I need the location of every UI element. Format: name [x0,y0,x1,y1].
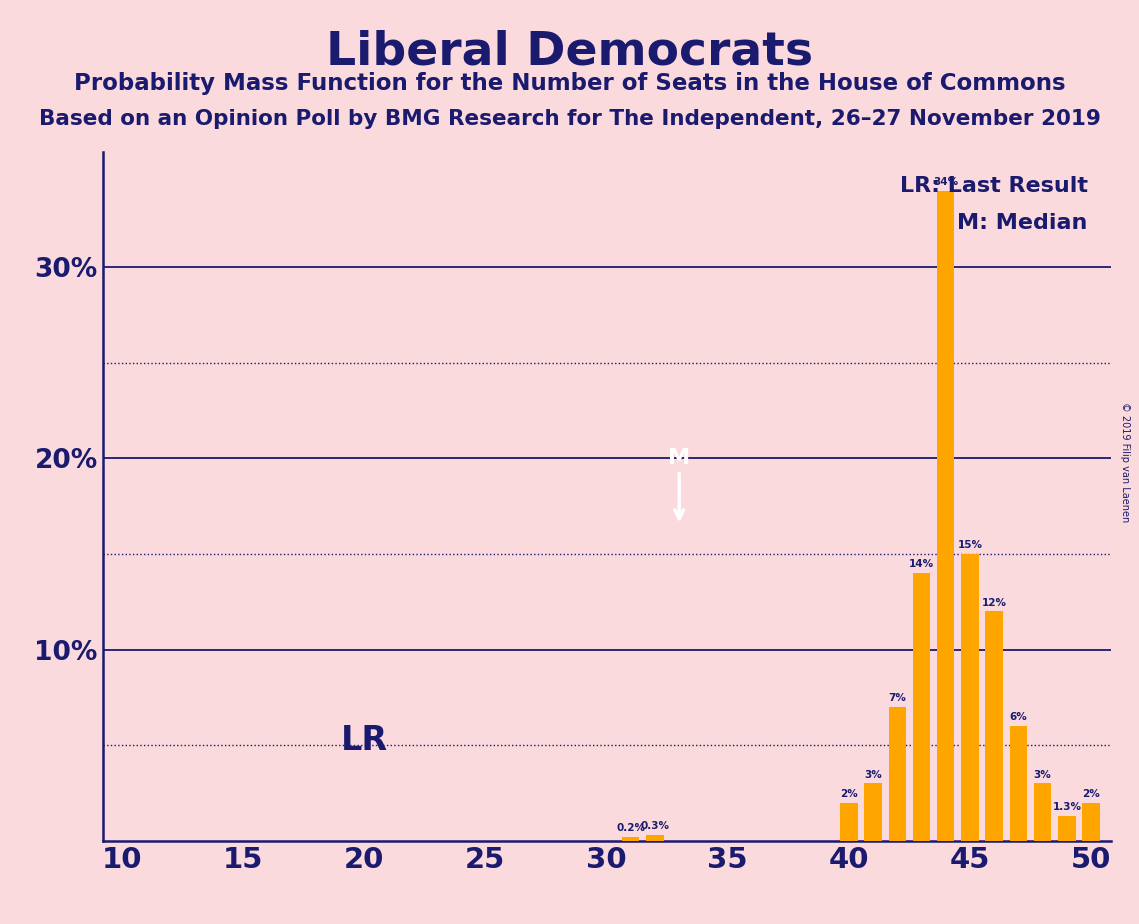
Bar [865,784,882,841]
Text: 6%: 6% [1009,712,1027,723]
Text: 0.2%: 0.2% [616,823,646,833]
Text: Based on an Opinion Poll by BMG Research for The Independent, 26–27 November 201: Based on an Opinion Poll by BMG Research… [39,109,1100,129]
Text: Liberal Democrats: Liberal Democrats [326,30,813,75]
Text: 0.3%: 0.3% [640,821,670,832]
Bar [937,190,954,841]
Bar [888,707,906,841]
Text: 2%: 2% [1082,789,1100,798]
Text: 34%: 34% [933,176,958,187]
Text: LR: Last Result: LR: Last Result [900,176,1088,196]
Bar [1082,803,1100,841]
Text: 3%: 3% [865,770,882,780]
Text: 2%: 2% [839,789,858,798]
Text: Probability Mass Function for the Number of Seats in the House of Commons: Probability Mass Function for the Number… [74,72,1065,95]
Text: M: M [669,448,690,518]
Bar [841,803,858,841]
Bar [622,837,639,841]
Text: © 2019 Filip van Laenen: © 2019 Filip van Laenen [1121,402,1130,522]
Bar [646,835,664,841]
Text: 7%: 7% [888,693,907,703]
Bar [1058,816,1075,841]
Text: 14%: 14% [909,559,934,569]
Bar [1009,726,1027,841]
Text: 15%: 15% [958,541,983,550]
Bar [961,554,978,841]
Bar [912,573,931,841]
Text: 3%: 3% [1034,770,1051,780]
Bar [1034,784,1051,841]
Text: LR: LR [341,723,387,757]
Bar [985,612,1003,841]
Text: M: Median: M: Median [958,213,1088,233]
Text: 12%: 12% [982,598,1007,608]
Text: 1.3%: 1.3% [1052,802,1081,812]
